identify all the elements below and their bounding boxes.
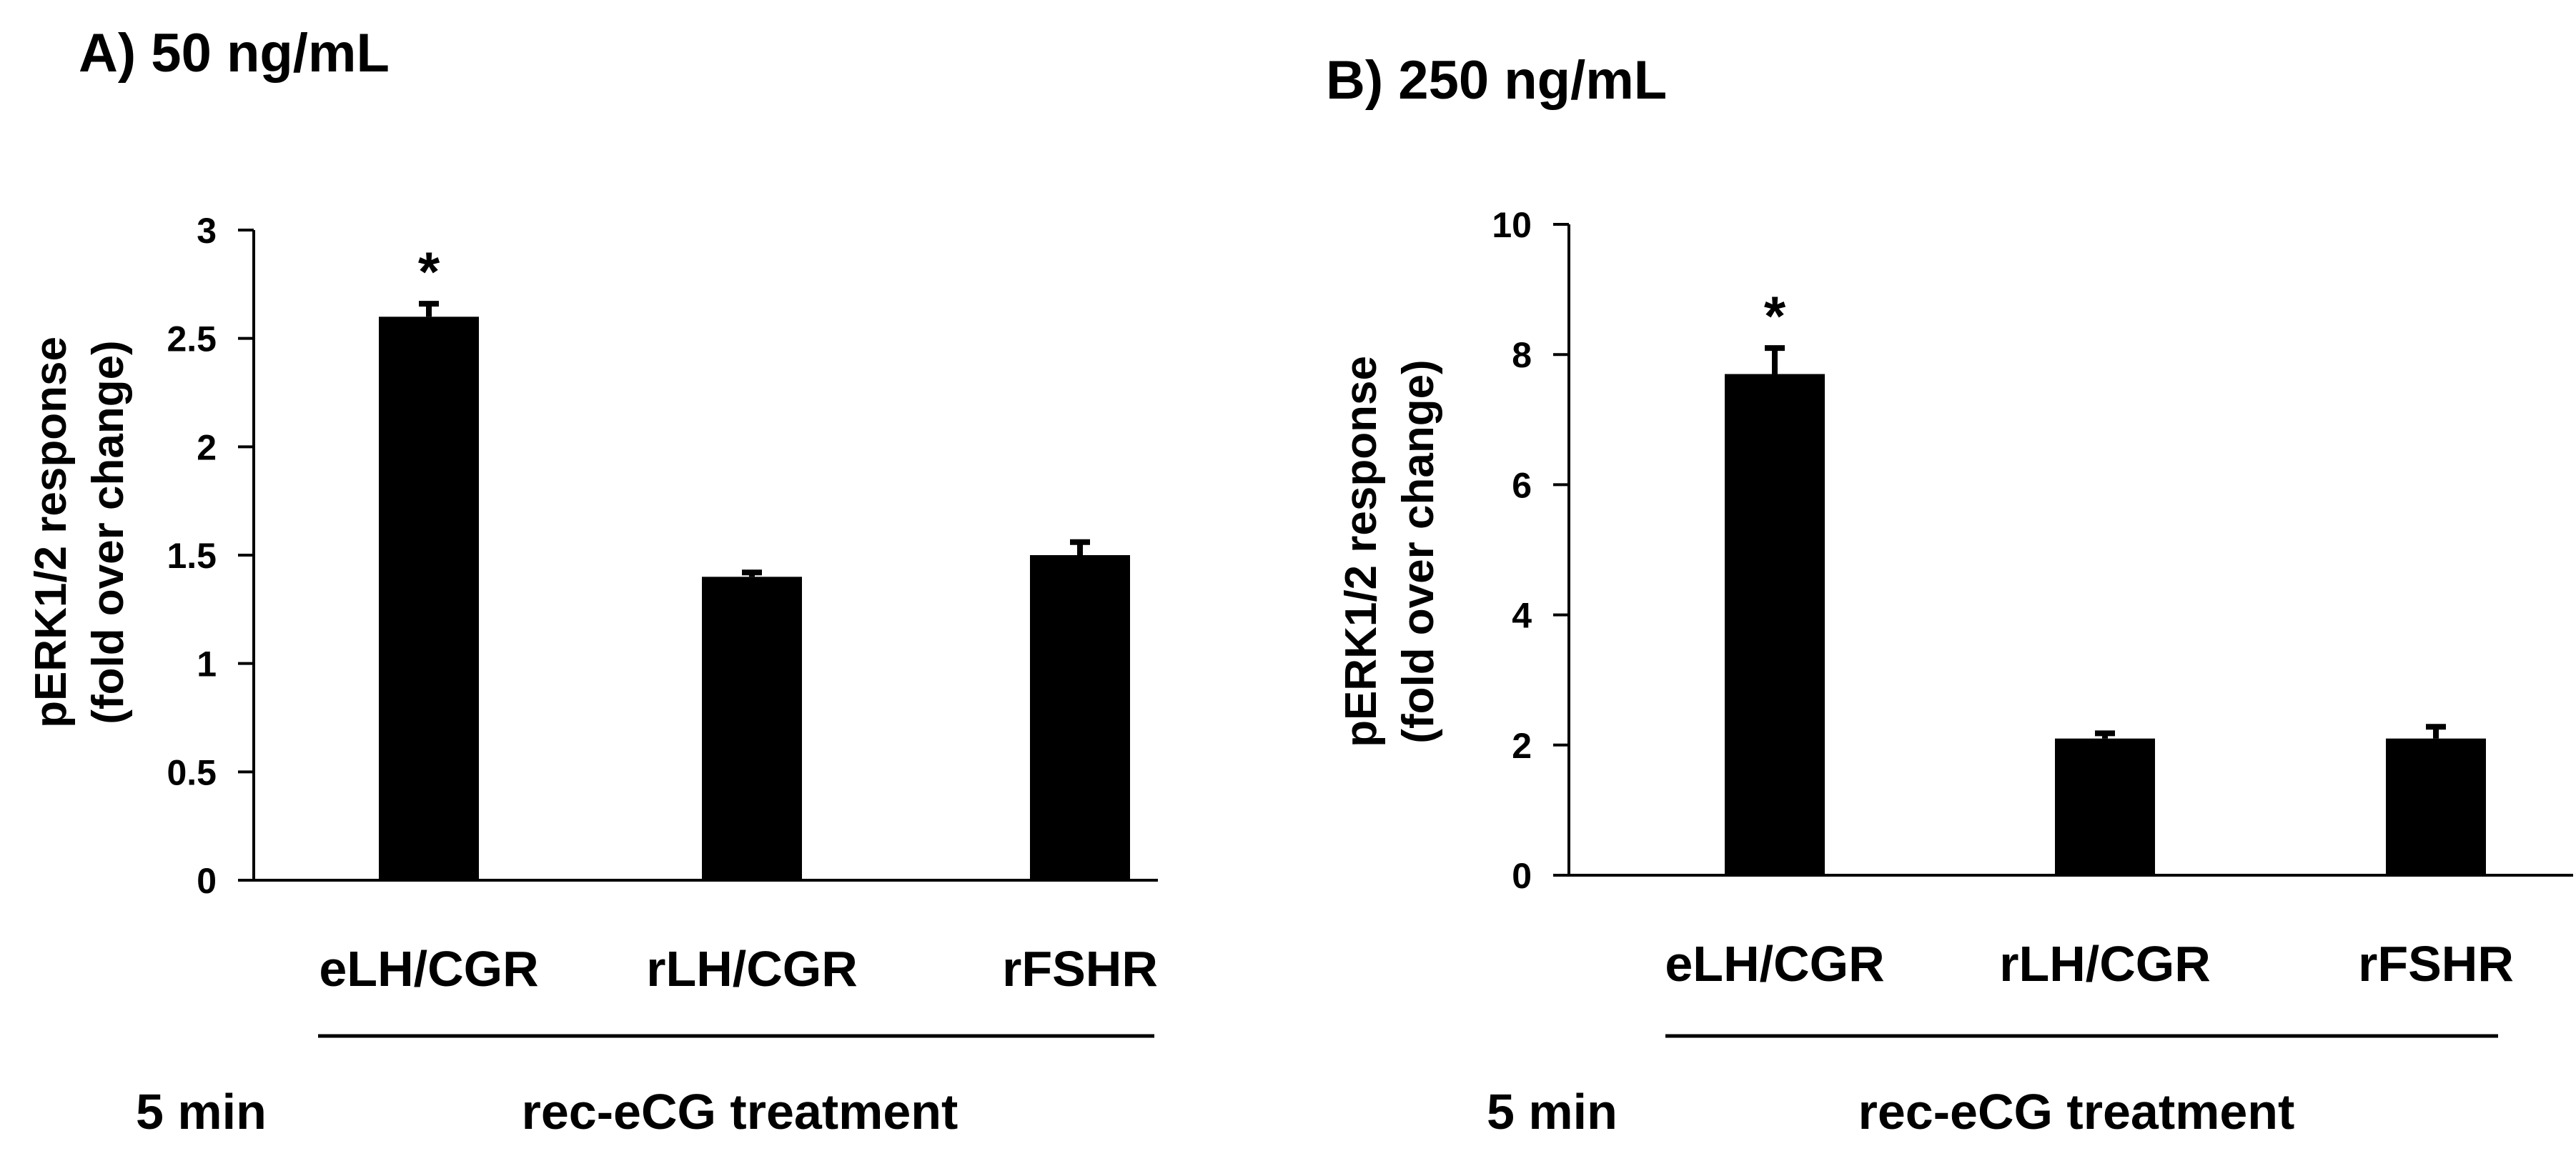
panel-a-y-tick-label: 3 xyxy=(197,211,217,251)
panel-a-bar xyxy=(1030,555,1130,880)
panel-b-y-tick-label: 0 xyxy=(1512,856,1532,896)
panel-b-title: B) 250 ng/mL xyxy=(1326,50,1667,111)
panel-a-bar xyxy=(379,317,479,880)
panel-b-bar xyxy=(2055,738,2155,875)
panel-b-bar xyxy=(1725,374,1825,875)
panel-b-significance-mark: * xyxy=(1764,284,1786,347)
panel-b-group-label: rec-eCG treatment xyxy=(1858,1084,2295,1140)
panel-b-category-label: eLH/CGR xyxy=(1665,936,1884,992)
panel-a-category-label: eLH/CGR xyxy=(319,941,538,997)
panel-b-y-tick-label: 2 xyxy=(1512,726,1532,766)
panel-b-y-tick-label: 8 xyxy=(1512,335,1532,375)
panel-b-y-tick-label: 6 xyxy=(1512,465,1532,505)
panel-a-time-label: 5 min xyxy=(136,1084,267,1140)
panel-b-time-label: 5 min xyxy=(1487,1084,1618,1140)
panel-a-y-tick-label: 1.5 xyxy=(167,536,217,576)
panel-a-y-tick-label: 1 xyxy=(197,644,217,684)
panel-a-group-label: rec-eCG treatment xyxy=(522,1084,958,1140)
panel-a-significance-mark: * xyxy=(418,240,440,303)
panel-a-category-label: rFSHR xyxy=(1002,941,1158,997)
panel-a-y-tick-label: 0.5 xyxy=(167,752,217,792)
panel-a-category-label: rLH/CGR xyxy=(646,941,858,997)
panel-b-category-label: rFSHR xyxy=(2358,936,2514,992)
panel-b-bar xyxy=(2386,738,2486,875)
panel-a-ylabel-line2: (fold over change) xyxy=(84,340,133,724)
panel-a-ylabel-line1: pERK1/2 response xyxy=(26,337,76,728)
panel-b-ylabel-line2: (fold over change) xyxy=(1394,359,1443,743)
panel-a-y-tick-label: 0 xyxy=(197,861,217,901)
panel-a-bar xyxy=(702,577,802,880)
panel-a-y-tick-label: 2.5 xyxy=(167,319,217,359)
panel-b-y-tick-label: 10 xyxy=(1492,205,1532,245)
panel-a-title: A) 50 ng/mL xyxy=(79,23,390,84)
panel-b: B) 250 ng/mL pERK1/2 response (fold over… xyxy=(1326,50,2573,1140)
panel-a: A) 50 ng/mL pERK1/2 response (fold over … xyxy=(26,23,1158,1140)
panel-b-ylabel-line1: pERK1/2 response xyxy=(1337,356,1386,747)
panel-b-category-label: rLH/CGR xyxy=(1999,936,2211,992)
panel-a-y-tick-label: 2 xyxy=(197,427,217,467)
panel-b-y-tick-label: 4 xyxy=(1512,596,1532,636)
